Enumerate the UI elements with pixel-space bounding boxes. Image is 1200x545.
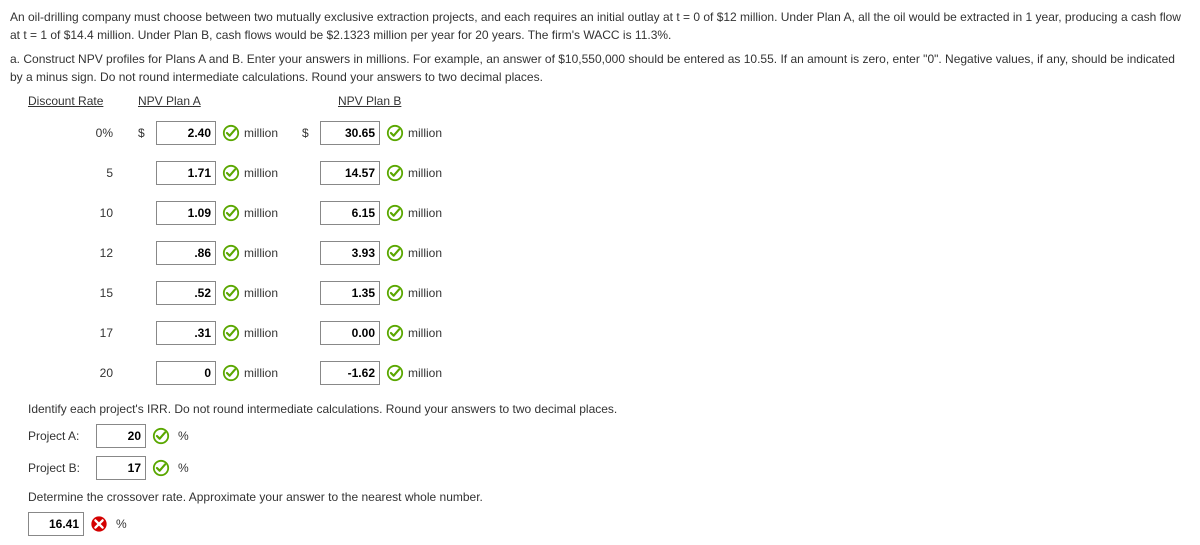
plan-a-input[interactable]: [156, 361, 216, 385]
million-unit: million: [244, 124, 284, 142]
discount-rate-label: 0%: [28, 124, 138, 142]
table-headers: Discount Rate NPV Plan A NPV Plan B: [10, 92, 1190, 110]
project-b-input[interactable]: [96, 456, 146, 480]
percent-unit: %: [178, 459, 189, 477]
table-row: 0%$million$million: [28, 120, 1190, 146]
plan-b-input[interactable]: [320, 121, 380, 145]
plan-a-input[interactable]: [156, 121, 216, 145]
project-a-input[interactable]: [96, 424, 146, 448]
project-b-row: Project B: %: [10, 456, 1190, 480]
million-unit: million: [408, 204, 448, 222]
plan-b-input[interactable]: [320, 321, 380, 345]
irr-instruction: Identify each project's IRR. Do not roun…: [10, 400, 1190, 418]
check-icon: [222, 124, 240, 142]
crossover-row: %: [10, 512, 1190, 536]
discount-rate-label: 10: [28, 204, 138, 222]
plan-a-input[interactable]: [156, 321, 216, 345]
check-icon: [222, 244, 240, 262]
plan-a-input[interactable]: [156, 281, 216, 305]
part-a-body: Construct NPV profiles for Plans A and B…: [10, 52, 1175, 84]
million-unit: million: [408, 164, 448, 182]
check-icon: [386, 244, 404, 262]
percent-unit: %: [178, 427, 189, 445]
crossover-input[interactable]: [28, 512, 84, 536]
discount-rate-label: 5: [28, 164, 138, 182]
project-b-label: Project B:: [28, 459, 96, 477]
part-a-text: a. Construct NPV profiles for Plans A an…: [10, 50, 1190, 86]
plan-b-input[interactable]: [320, 281, 380, 305]
check-icon: [386, 324, 404, 342]
header-npv-plan-a: NPV Plan A: [138, 92, 338, 110]
million-unit: million: [244, 324, 284, 342]
crossover-instruction: Determine the crossover rate. Approximat…: [10, 488, 1190, 506]
wrong-icon: [90, 515, 108, 533]
discount-rate-label: 12: [28, 244, 138, 262]
million-unit: million: [244, 364, 284, 382]
million-unit: million: [408, 284, 448, 302]
check-icon: [152, 427, 170, 445]
million-unit: million: [408, 324, 448, 342]
check-icon: [386, 124, 404, 142]
million-unit: million: [408, 244, 448, 262]
discount-rate-label: 15: [28, 284, 138, 302]
plan-b-input[interactable]: [320, 201, 380, 225]
table-row: 10 million million: [28, 200, 1190, 226]
table-row: 20 million million: [28, 360, 1190, 386]
check-icon: [386, 164, 404, 182]
plan-b-input[interactable]: [320, 241, 380, 265]
project-a-row: Project A: %: [10, 424, 1190, 448]
discount-rate-label: 17: [28, 324, 138, 342]
table-row: 17 million million: [28, 320, 1190, 346]
plan-b-input[interactable]: [320, 361, 380, 385]
discount-rate-label: 20: [28, 364, 138, 382]
header-discount-rate: Discount Rate: [28, 92, 138, 110]
million-unit: million: [408, 364, 448, 382]
percent-unit: %: [116, 515, 127, 533]
check-icon: [386, 204, 404, 222]
npv-rows: 0%$million$million5millionmillion10milli…: [10, 120, 1190, 386]
million-unit: million: [244, 164, 284, 182]
check-icon: [386, 364, 404, 382]
project-a-label: Project A:: [28, 427, 96, 445]
check-icon: [222, 364, 240, 382]
dollar-sign: $: [302, 124, 320, 142]
check-icon: [222, 324, 240, 342]
million-unit: million: [244, 284, 284, 302]
plan-b-input[interactable]: [320, 161, 380, 185]
million-unit: million: [408, 124, 448, 142]
million-unit: million: [244, 244, 284, 262]
table-row: 15 million million: [28, 280, 1190, 306]
million-unit: million: [244, 204, 284, 222]
check-icon: [222, 164, 240, 182]
header-npv-plan-b: NPV Plan B: [338, 92, 498, 110]
check-icon: [222, 204, 240, 222]
problem-intro: An oil-drilling company must choose betw…: [10, 8, 1190, 44]
part-a-prefix: a.: [10, 52, 20, 66]
check-icon: [386, 284, 404, 302]
check-icon: [222, 284, 240, 302]
plan-a-input[interactable]: [156, 241, 216, 265]
table-row: 12 million million: [28, 240, 1190, 266]
dollar-sign: $: [138, 124, 156, 142]
plan-a-input[interactable]: [156, 201, 216, 225]
table-row: 5 million million: [28, 160, 1190, 186]
check-icon: [152, 459, 170, 477]
plan-a-input[interactable]: [156, 161, 216, 185]
